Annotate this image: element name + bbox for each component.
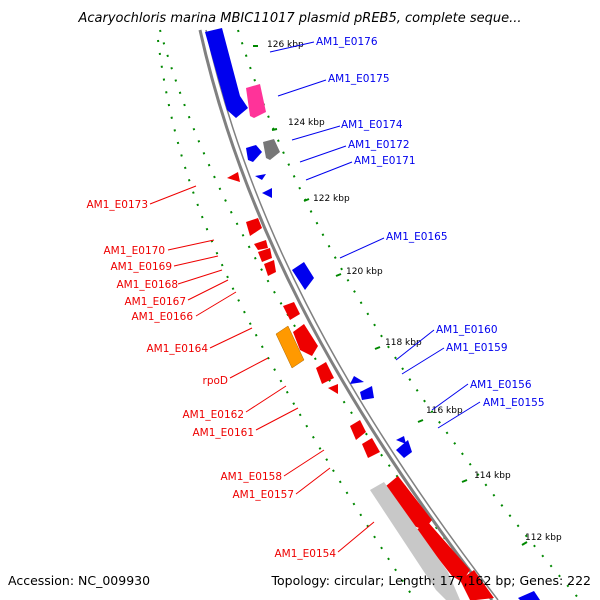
- forward-genes: [205, 28, 540, 600]
- gene-label: AM1_E0155: [483, 397, 545, 409]
- tick-label: 122 kbp: [313, 194, 350, 204]
- right-connectors: [269, 41, 481, 429]
- reverse-genes: [227, 172, 494, 600]
- tick-label: 120 kbp: [346, 267, 383, 277]
- gene-label: AM1_E0161: [192, 427, 254, 439]
- gene-gray: [263, 139, 280, 160]
- gene-label: rpoD: [203, 375, 229, 387]
- gene-label: AM1_E0159: [446, 342, 508, 354]
- gene-label: AM1_E0175: [328, 73, 390, 85]
- gene-label: AM1_E0162: [182, 409, 244, 421]
- tick-label: 124 kbp: [288, 118, 325, 128]
- tick-label: 118 kbp: [385, 338, 422, 348]
- gene-label: AM1_E0170: [103, 245, 165, 257]
- tick-label: 112 kbp: [525, 533, 562, 543]
- gene-label: AM1_E0157: [232, 489, 294, 501]
- gene-label: AM1_E0164: [146, 343, 208, 355]
- backbone-outer: [198, 29, 494, 600]
- left-labels: AM1_E0173 AM1_E0170 AM1_E0169 AM1_E0168 …: [86, 199, 336, 560]
- backbone-inner: [205, 29, 499, 600]
- gene-label: AM1_E0154: [274, 548, 336, 560]
- tick-label: 116 kbp: [426, 406, 463, 416]
- gene-light-gray: [370, 482, 460, 600]
- tick-marks: [253, 45, 528, 546]
- tick-label: 126 kbp: [267, 40, 304, 50]
- gene-label: AM1_E0171: [354, 155, 416, 167]
- map-title: Acaryochloris marina MBIC11017 plasmid p…: [78, 11, 522, 26]
- gene-label: AM1_E0176: [316, 36, 378, 48]
- accession-text: Accession: NC_009930: [8, 573, 150, 588]
- gene-label: AM1_E0158: [220, 471, 282, 483]
- summary-text: Topology: circular; Length: 177,162 bp; …: [271, 573, 592, 588]
- outer-dotted-ring: [159, 29, 471, 571]
- gene-label: AM1_E0168: [116, 279, 178, 291]
- gene-label: AM1_E0156: [470, 379, 532, 391]
- gene-label: AM1_E0165: [386, 231, 448, 243]
- gene-pink: [246, 84, 266, 118]
- gene-label: AM1_E0173: [86, 199, 148, 211]
- right-labels: AM1_E0176 AM1_E0175 AM1_E0174 AM1_E0172 …: [316, 36, 545, 409]
- gene-label: AM1_E0172: [348, 139, 410, 151]
- gene-label: AM1_E0160: [436, 324, 498, 336]
- gene-label: AM1_E0169: [110, 261, 172, 273]
- gene-label: AM1_E0167: [124, 296, 186, 308]
- gene-rpoD: [275, 325, 305, 369]
- gene-label: AM1_E0166: [131, 311, 193, 323]
- tick-label: 114 kbp: [474, 471, 511, 481]
- gene-label: AM1_E0174: [341, 119, 403, 131]
- left-connectors: [149, 185, 375, 553]
